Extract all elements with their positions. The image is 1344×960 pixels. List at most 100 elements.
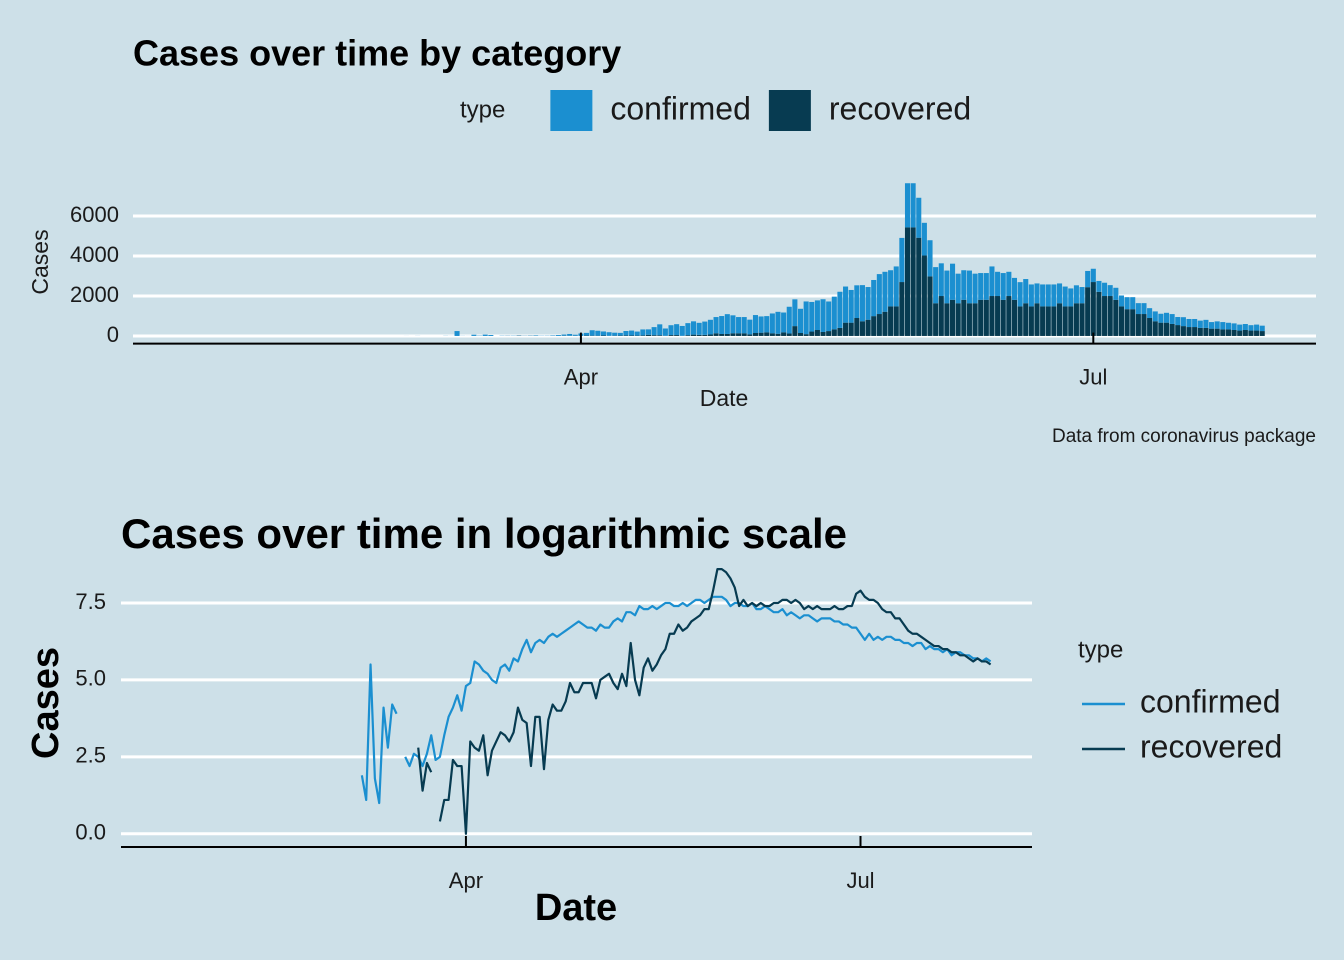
- bar-segment: [888, 306, 894, 336]
- bar-segment: [1023, 279, 1029, 304]
- y-tick-label: 6000: [70, 202, 119, 227]
- bar-segment: [561, 334, 567, 336]
- y-tick-label: 2000: [70, 282, 119, 307]
- bar-segment: [707, 319, 713, 335]
- bar-segment: [730, 333, 736, 336]
- bar-segment: [916, 197, 922, 238]
- bar-segment: [933, 267, 939, 304]
- bar-segment: [1023, 303, 1029, 336]
- bar-segment: [876, 314, 882, 336]
- bar-segment: [747, 319, 753, 335]
- bar-segment: [983, 273, 989, 300]
- legend-label: recovered: [829, 90, 971, 126]
- bar-segment: [1124, 309, 1130, 336]
- bar-segment: [1203, 327, 1209, 336]
- bar-segment: [758, 316, 764, 333]
- x-axis-title: Date: [700, 385, 749, 411]
- bar-segment: [882, 311, 888, 336]
- bar-segment: [1073, 303, 1079, 336]
- y-axis-title: Cases: [27, 229, 53, 294]
- bar-segment: [865, 319, 871, 336]
- bar-segment: [1096, 291, 1102, 336]
- bar-segment: [859, 321, 865, 336]
- bar-segment: [555, 335, 561, 336]
- bar-segment: [921, 255, 927, 336]
- bar-segment: [1051, 306, 1057, 336]
- bar-segment: [1169, 323, 1175, 336]
- bar-segment: [1225, 329, 1231, 336]
- bar-segment: [1130, 297, 1136, 310]
- bar-segment: [640, 335, 646, 336]
- bar-segment: [1062, 286, 1068, 307]
- bar-segment: [871, 316, 877, 336]
- legend-label: confirmed: [610, 90, 751, 126]
- bar-segment: [1102, 296, 1108, 336]
- bar-segment: [1017, 282, 1023, 307]
- bar-segment: [719, 333, 725, 336]
- bar-segment: [781, 332, 787, 336]
- bar-segment: [938, 263, 944, 297]
- bar-segment: [702, 334, 708, 336]
- bar-segment: [690, 334, 697, 336]
- bar-segment: [826, 331, 832, 336]
- bar-segment: [1242, 324, 1248, 330]
- bar-segment: [741, 317, 747, 334]
- bar-segment: [1186, 318, 1192, 328]
- bar-segment: [904, 227, 911, 336]
- bar-segment: [651, 327, 657, 336]
- bar-segment: [668, 335, 674, 336]
- bar-segment: [1135, 303, 1141, 315]
- bar-segment: [1040, 306, 1046, 336]
- bar-segment: [1130, 309, 1136, 336]
- bar-segment: [584, 332, 590, 336]
- bar-segment: [1180, 317, 1186, 327]
- bar-segment: [629, 330, 635, 336]
- y-tick-label: 4000: [70, 242, 119, 267]
- bar-segment: [1034, 303, 1040, 336]
- x-tick-label: Jul: [846, 868, 874, 893]
- bar-segment: [679, 325, 685, 336]
- bar-segment: [640, 329, 646, 336]
- bar-segment: [1248, 325, 1254, 331]
- bar-segment: [831, 296, 837, 330]
- bar-segment: [978, 299, 984, 336]
- bar-segment: [904, 183, 911, 228]
- bar-segment: [809, 331, 815, 336]
- bar-segment: [1220, 322, 1226, 330]
- bar-segment: [955, 273, 961, 304]
- bar-segment: [859, 285, 865, 322]
- bar-segment: [1237, 330, 1243, 336]
- bar-segment: [719, 316, 725, 334]
- bar-segment: [775, 333, 781, 336]
- bar-segment: [1102, 282, 1108, 297]
- bar-segment: [1000, 299, 1006, 336]
- bar-segment: [1259, 331, 1265, 336]
- bar-segment: [1163, 322, 1170, 336]
- bar-segment: [488, 334, 494, 336]
- bar-segment: [1090, 268, 1096, 283]
- bar-segment: [1107, 285, 1113, 297]
- bar-segment: [1045, 306, 1051, 336]
- bar-segment: [690, 321, 697, 335]
- bar-segment: [1079, 303, 1085, 336]
- bar-segment: [950, 299, 956, 336]
- bar-segment: [1051, 284, 1057, 307]
- bar-segment: [809, 301, 815, 332]
- y-tick-label: 2.5: [75, 743, 106, 768]
- bar-segment: [893, 306, 899, 336]
- bar-segment: [1090, 282, 1096, 336]
- bar-segment: [1017, 306, 1023, 336]
- bar-segment: [792, 299, 798, 327]
- legend-label: recovered: [1140, 728, 1282, 764]
- bar-segment: [736, 317, 742, 334]
- bar-segment: [1242, 329, 1248, 336]
- bar-segment: [1113, 299, 1119, 336]
- bar-segment: [651, 335, 657, 336]
- bar-segment: [786, 333, 792, 336]
- bar-segment: [814, 329, 820, 336]
- bar-segment: [674, 324, 680, 336]
- bar-segment: [685, 335, 691, 336]
- bar-segment: [983, 299, 989, 336]
- bar-segment: [1113, 287, 1119, 300]
